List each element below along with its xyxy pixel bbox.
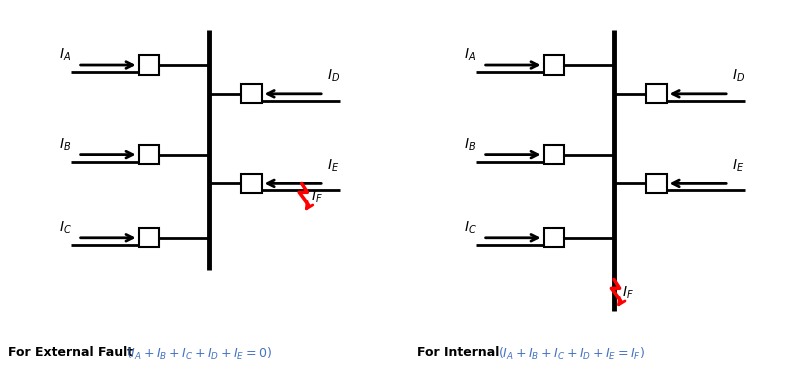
Text: $I_C$: $I_C$	[463, 219, 476, 236]
Bar	[139, 228, 160, 247]
Text: $I_C$: $I_C$	[58, 219, 71, 236]
Bar	[544, 55, 565, 75]
Text: For Internal: For Internal	[417, 346, 504, 359]
Bar	[646, 84, 667, 103]
Bar	[241, 84, 262, 103]
Bar	[139, 145, 160, 164]
Text: $I_A$: $I_A$	[463, 46, 475, 63]
Bar	[544, 145, 565, 164]
Bar	[544, 228, 565, 247]
Text: $I_E$: $I_E$	[327, 158, 339, 174]
Text: $(I_A + I_B + I_C + I_D + I_E = I_F)$: $(I_A + I_B + I_C + I_D + I_E = I_F)$	[498, 346, 646, 362]
Text: $I_D$: $I_D$	[732, 68, 745, 84]
Bar	[241, 174, 262, 193]
Text: $I_E$: $I_E$	[732, 158, 744, 174]
Text: $I_B$: $I_B$	[58, 136, 70, 153]
Bar	[139, 55, 160, 75]
Text: $I_A$: $I_A$	[58, 46, 70, 63]
Text: $(I_A + I_B + I_C + I_D + I_E = 0)$: $(I_A + I_B + I_C + I_D + I_E = 0)$	[126, 346, 271, 362]
Text: For External Fault: For External Fault	[8, 346, 138, 359]
Bar	[646, 174, 667, 193]
Text: $I_F$: $I_F$	[310, 189, 322, 205]
Text: $I_D$: $I_D$	[327, 68, 340, 84]
Text: $I_F$: $I_F$	[622, 285, 633, 301]
Text: $I_B$: $I_B$	[463, 136, 475, 153]
